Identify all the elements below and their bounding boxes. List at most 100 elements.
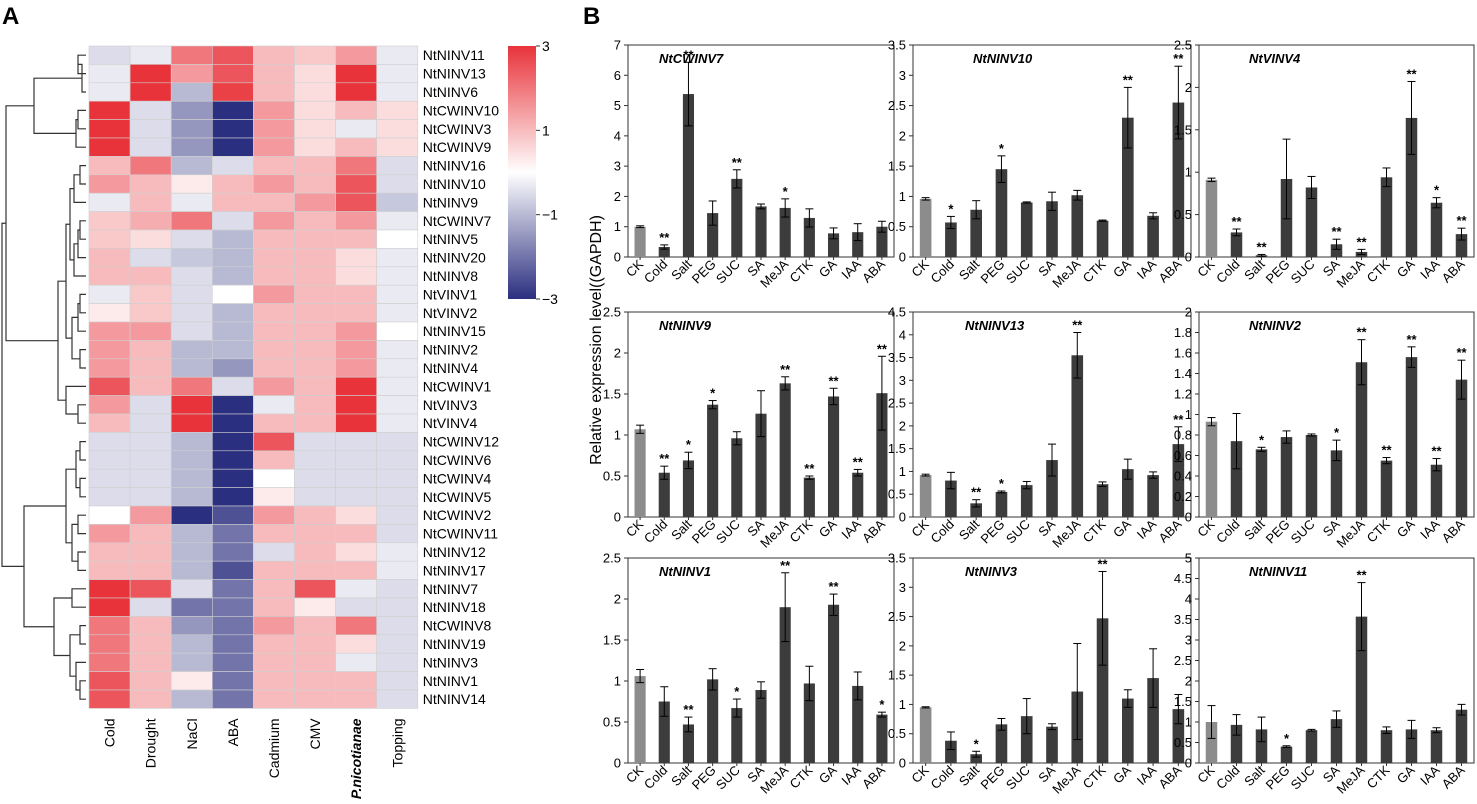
heatmap-column-label: P.nicotianae (348, 718, 364, 799)
bar (1255, 449, 1268, 517)
x-tick-label: ABA (1439, 256, 1468, 285)
colorbar-tick-label: −3 (542, 291, 558, 307)
y-tick-label: 0.2 (1174, 489, 1192, 504)
colorbar-ticks: 3 1 −1 −3 (536, 38, 558, 307)
heatmap-cell (335, 542, 378, 562)
significance-marker: ** (1173, 51, 1184, 66)
significance-marker: ** (804, 461, 815, 476)
heatmap-cell (88, 487, 131, 507)
bar (1430, 464, 1443, 517)
heatmap-cell (212, 303, 254, 323)
heatmap-cell (335, 432, 378, 452)
significance-marker: ** (1256, 239, 1267, 254)
y-tick-label: 0 (1185, 250, 1192, 265)
y-tick-label: 2.5 (603, 305, 621, 320)
heatmap-cell (129, 229, 172, 249)
y-tick-label: 2 (899, 638, 906, 653)
dendrogram-branch (1, 222, 24, 567)
heatmap-cell (335, 671, 378, 691)
bar (1046, 201, 1058, 257)
heatmap-cell (88, 395, 131, 415)
y-tick-label: 4 (899, 327, 906, 342)
significance-marker: ** (659, 230, 670, 245)
x-tick-label: MeJA (757, 762, 791, 796)
x-tick-label: PEG (978, 763, 1008, 793)
colorbar-tick-label: −1 (542, 207, 558, 223)
y-tick-label: 0.5 (1174, 207, 1192, 222)
y-tick-label: 3.5 (888, 350, 906, 365)
heatmap-cell (212, 229, 254, 249)
heatmap-cell (212, 560, 254, 580)
heatmap-cell (335, 229, 378, 249)
heatmap-cell (212, 100, 254, 120)
heatmap-cell (253, 119, 295, 139)
heatmap-cell (88, 671, 131, 691)
significance-marker: * (999, 141, 1005, 156)
x-tick-label: SUC (713, 257, 743, 287)
x-tick-label: CTK (786, 256, 815, 285)
y-tick-label: 1 (1185, 715, 1192, 730)
y-tick-label: 0 (899, 510, 906, 525)
y-tick-label: 0 (899, 250, 906, 265)
bar (919, 475, 932, 517)
bar (1430, 202, 1443, 257)
significance-marker: ** (780, 362, 791, 377)
bar (876, 714, 888, 763)
heatmap-cell (88, 468, 131, 488)
y-tick-label: 2 (899, 418, 906, 433)
bar (1305, 435, 1318, 517)
significance-marker: ** (828, 373, 839, 388)
heatmap-cell (294, 82, 336, 102)
heatmap-cell (88, 616, 131, 636)
heatmap-cell (212, 505, 254, 525)
bar (755, 690, 767, 763)
y-tick-label: 1 (899, 189, 906, 204)
bar (1172, 102, 1185, 258)
bar (803, 217, 815, 257)
dendrogram-branch (79, 680, 86, 700)
y-tick-label: 1.6 (1174, 346, 1192, 361)
heatmap-cell (170, 468, 213, 488)
heatmap-cell (253, 432, 295, 452)
heatmap-cell (212, 542, 254, 562)
heatmap-row-label: NtNINV6 (423, 84, 478, 100)
heatmap-cell (376, 321, 419, 341)
heatmap-cell (376, 634, 419, 654)
heatmap-cell (376, 487, 419, 507)
chart-title: NtNINV13 (965, 318, 1025, 333)
heatmap-cell (253, 303, 295, 323)
heatmap-cell (212, 634, 254, 654)
heatmap-cell (294, 450, 336, 470)
dendrogram-branch (75, 661, 86, 691)
heatmap-cell (376, 340, 419, 360)
heatmap-cell (88, 450, 131, 470)
bar (1071, 355, 1084, 517)
bar (1405, 117, 1418, 257)
x-tick-label: PEG (689, 517, 719, 547)
y-tick-label: 0 (614, 510, 621, 525)
bar (876, 393, 888, 517)
y-tick-label: 1.5 (888, 441, 906, 456)
chart-title: NtCWINV7 (659, 51, 724, 66)
heatmap-row-label: NtVINV2 (423, 305, 478, 321)
dendrogram-branch (79, 625, 86, 645)
heatmap-cell (253, 505, 295, 525)
x-tick-label: IAA (1417, 256, 1443, 282)
bar (1147, 215, 1159, 257)
x-tick-label: PEG (1263, 517, 1293, 547)
x-tick-label: PEG (689, 763, 719, 793)
heatmap-cell (129, 616, 172, 636)
heatmap-cell (294, 211, 336, 231)
heatmap-row-label: NtNINV1 (423, 673, 478, 689)
heatmap-cell (212, 432, 254, 452)
heatmap-cell (376, 652, 419, 672)
bar (1455, 709, 1468, 763)
heatmap-row-label: NtNINV16 (423, 158, 486, 174)
heatmap-cell (335, 211, 378, 231)
heatmap-cell (376, 450, 419, 470)
heatmap-cell (376, 413, 419, 433)
dendrogram-branch (57, 280, 66, 401)
x-tick-label: GA (1394, 256, 1418, 280)
significance-marker: ** (1072, 318, 1083, 333)
significance-marker: * (686, 437, 692, 452)
